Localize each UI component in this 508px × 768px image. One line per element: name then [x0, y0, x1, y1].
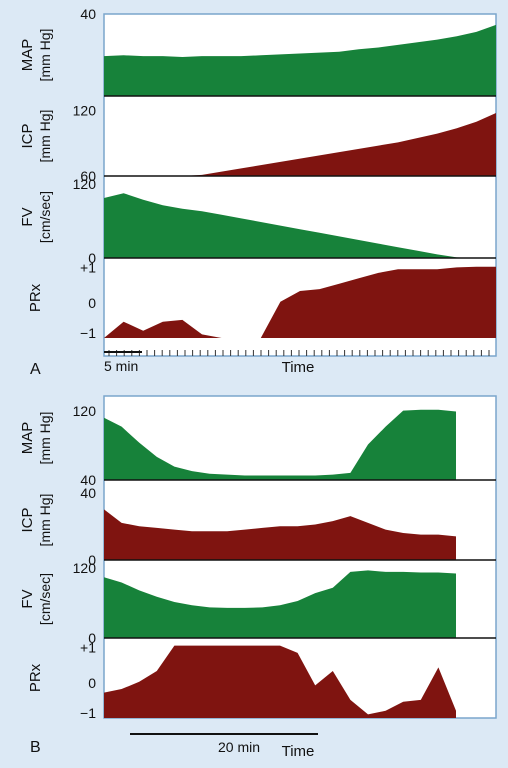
y-tick-label: −1 — [80, 325, 96, 341]
y-tick-label: 0 — [88, 250, 96, 266]
series-label: FV — [19, 207, 36, 226]
series-unit-label: [mm Hg] — [37, 494, 53, 547]
scale-bar-label: 20 min — [218, 739, 260, 755]
panel-a-label: A — [30, 361, 41, 378]
series-label: ICP — [19, 123, 36, 148]
series-area-map — [104, 409, 456, 480]
y-tick-label: 60 — [80, 168, 96, 184]
series-label: ICP — [19, 507, 36, 532]
series-unit-label: [mm Hg] — [37, 29, 53, 82]
y-tick-label: 0 — [88, 552, 96, 568]
x-axis-label: Time — [282, 359, 315, 376]
series-area-icp — [104, 509, 456, 560]
series-area-prx — [104, 645, 456, 718]
y-tick-label: 40 — [80, 6, 96, 22]
series-area-prx — [104, 266, 496, 338]
series-unit-label: [mm Hg] — [37, 110, 53, 163]
series-unit-label: [mm Hg] — [37, 412, 53, 465]
y-tick-label: 120 — [73, 403, 97, 419]
series-area-fv — [104, 570, 456, 638]
y-tick-label: 120 — [73, 102, 97, 118]
panel-b-label: B — [30, 739, 41, 756]
series-label: MAP — [19, 39, 36, 72]
series-label: PRx — [27, 663, 44, 692]
y-tick-label: 40 — [80, 472, 96, 488]
series-label: MAP — [19, 422, 36, 455]
y-tick-label: 0 — [88, 295, 96, 311]
y-tick-label: 120 — [73, 176, 97, 192]
y-tick-label: +1 — [80, 260, 96, 276]
scale-bar-label: 5 min — [104, 358, 138, 374]
series-area-fv — [104, 193, 496, 258]
y-tick-label: 120 — [73, 560, 97, 576]
series-unit-label: [cm/sec] — [37, 573, 53, 625]
series-area-icp — [104, 113, 496, 176]
y-tick-label: +1 — [80, 640, 96, 656]
series-label: PRx — [27, 283, 44, 312]
y-tick-label: 0 — [88, 675, 96, 691]
series-label: FV — [19, 589, 36, 608]
x-axis-label: Time — [282, 743, 315, 760]
series-unit-label: [cm/sec] — [37, 191, 53, 243]
y-tick-label: 0 — [88, 630, 96, 646]
series-area-map — [104, 24, 496, 96]
y-tick-label: −1 — [80, 705, 96, 721]
y-tick-label: 40 — [80, 485, 96, 501]
